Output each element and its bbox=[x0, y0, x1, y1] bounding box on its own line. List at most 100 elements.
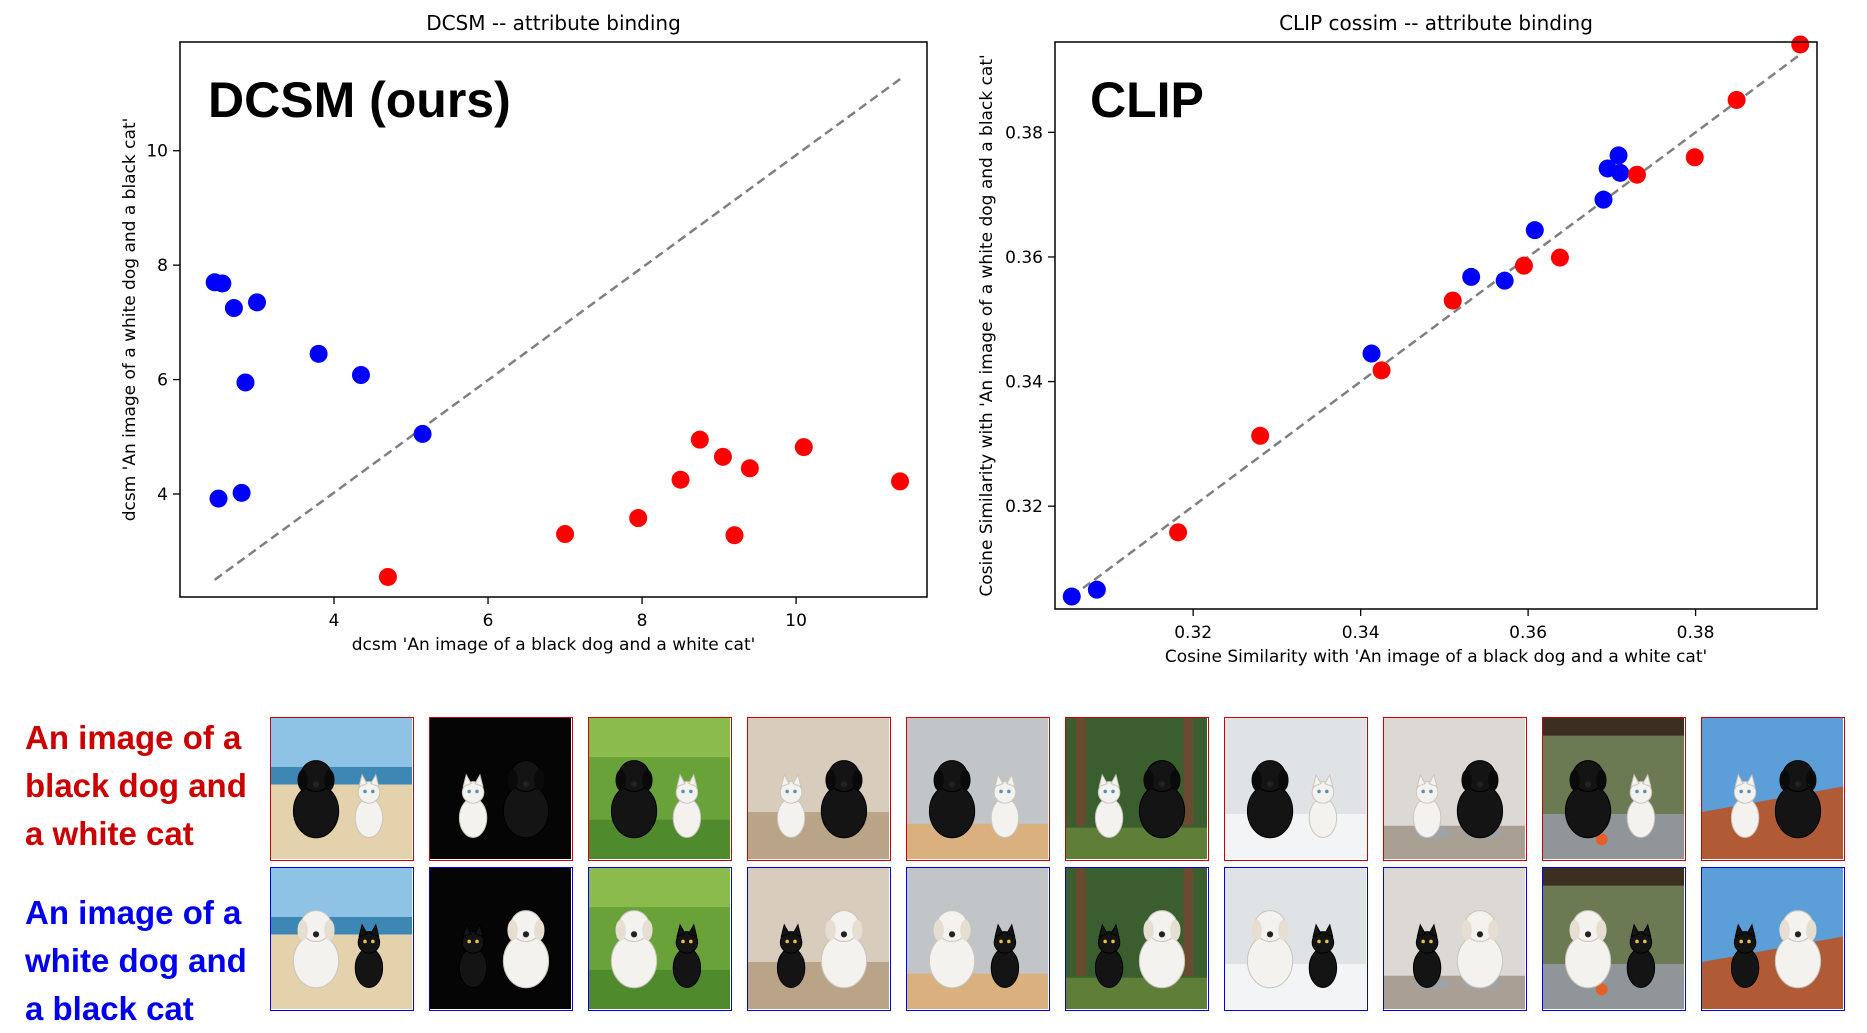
red-data-point bbox=[891, 472, 910, 491]
y-tick-label: 8 bbox=[157, 256, 168, 276]
red-data-point bbox=[556, 525, 575, 544]
blue-data-point bbox=[209, 489, 228, 508]
caption-line: An image of a bbox=[25, 719, 242, 756]
blue-data-point bbox=[224, 299, 243, 318]
x-tick-label: 10 bbox=[785, 611, 807, 631]
y-tick-label: 4 bbox=[157, 485, 168, 505]
y-tick-label: 10 bbox=[146, 142, 168, 162]
generated-image bbox=[589, 868, 730, 1009]
chart-title: CLIP cossim -- attribute binding bbox=[1279, 11, 1593, 35]
blue-data-point bbox=[1495, 271, 1514, 290]
blue-data-point bbox=[413, 424, 432, 443]
blue-data-point bbox=[213, 274, 232, 293]
diagonal-line bbox=[213, 75, 905, 581]
blue-data-point bbox=[1594, 190, 1613, 209]
x-axis-label: Cosine Similarity with 'An image of a bl… bbox=[1165, 647, 1707, 667]
red-data-point bbox=[740, 459, 759, 478]
thumbnail-cage-blue bbox=[1542, 867, 1686, 1011]
caption-line: white dog and bbox=[25, 942, 247, 979]
blue-data-point bbox=[1609, 146, 1628, 165]
y-tick-label: 0.38 bbox=[1005, 123, 1043, 143]
generated-image bbox=[748, 868, 889, 1009]
generated-image bbox=[748, 718, 889, 859]
red-data-point bbox=[378, 567, 397, 586]
caption-line: black dog and bbox=[25, 767, 247, 804]
red-data-point bbox=[1791, 35, 1810, 54]
x-tick-label: 6 bbox=[483, 611, 494, 631]
scatter-plot: CLIP cossim -- attribute binding 0.32 0.34… bbox=[977, 11, 1818, 667]
scatter-plot: DCSM -- attribute binding 4 6 8 10 4 6 8 10 dcsm … bbox=[120, 11, 928, 655]
red-data-point bbox=[690, 430, 709, 449]
x-tick-label: 0.32 bbox=[1174, 623, 1212, 643]
blue-data-point bbox=[351, 366, 370, 384]
caption-line: An image of a bbox=[25, 894, 242, 931]
generated-image bbox=[271, 868, 412, 1009]
thumbnail-grass-red bbox=[588, 717, 732, 861]
thumbnail-studio-red bbox=[429, 717, 573, 861]
generated-image bbox=[1066, 868, 1207, 1009]
generated-image bbox=[1066, 718, 1207, 859]
thumbnail-sofa-red bbox=[747, 717, 891, 861]
red-data-point bbox=[1443, 291, 1462, 310]
generated-image bbox=[907, 718, 1048, 859]
y-tick-label: 6 bbox=[157, 371, 168, 391]
red-data-point bbox=[794, 438, 813, 457]
thumbnail-bowls-red bbox=[1383, 717, 1527, 861]
plot-frame bbox=[1054, 41, 1818, 610]
thumbnail-snow-red bbox=[1224, 717, 1368, 861]
red-data-point bbox=[629, 509, 648, 528]
blue-data-point bbox=[1462, 267, 1481, 286]
red-data-point bbox=[1550, 248, 1569, 267]
blue-data-point bbox=[1611, 163, 1630, 182]
blue-data-point bbox=[1525, 221, 1544, 240]
red-data-point bbox=[725, 526, 744, 545]
red-data-point bbox=[1627, 165, 1646, 184]
caption-line: a white cat bbox=[25, 815, 194, 852]
plot-annotation: CLIP bbox=[1090, 72, 1204, 128]
y-axis-label: Cosine Similarity with 'An image of a wh… bbox=[977, 54, 997, 596]
generated-image bbox=[1225, 718, 1366, 859]
generated-image bbox=[1543, 868, 1684, 1009]
generated-image bbox=[589, 718, 730, 859]
generated-image bbox=[1384, 718, 1525, 859]
y-tick-label: 0.34 bbox=[1005, 373, 1043, 393]
y-tick-label: 0.32 bbox=[1005, 497, 1043, 517]
thumbnail-snow-blue bbox=[1224, 867, 1368, 1011]
chart-title: DCSM -- attribute binding bbox=[426, 11, 681, 35]
blue-data-point bbox=[1062, 587, 1081, 606]
thumbnail-forest-red bbox=[1065, 717, 1209, 861]
generated-image bbox=[907, 868, 1048, 1009]
diagonal-line bbox=[1071, 53, 1801, 598]
x-tick-label: 0.38 bbox=[1677, 623, 1715, 643]
blue-data-point bbox=[236, 373, 255, 392]
y-axis-label: dcsm 'An image of a white dog and a blac… bbox=[120, 118, 140, 522]
red-data-point bbox=[713, 447, 732, 466]
thumbnail-beach-red bbox=[270, 717, 414, 861]
generated-image bbox=[1384, 868, 1525, 1009]
generated-image bbox=[430, 868, 571, 1009]
thumbnail-forest-blue bbox=[1065, 867, 1209, 1011]
charts-area: DCSM -- attribute binding 4 6 8 10 4 6 8 10 dcsm … bbox=[120, 11, 1818, 667]
thumbnail-roof-red bbox=[1701, 717, 1845, 861]
red-data-point bbox=[1169, 523, 1188, 542]
x-axis-label: dcsm 'An image of a black dog and a whit… bbox=[352, 635, 756, 655]
blue-data-point bbox=[1362, 344, 1381, 363]
caption-black-dog-white-cat: An image of a black dog and a white cat bbox=[25, 714, 275, 858]
x-tick-label: 4 bbox=[329, 611, 340, 631]
generated-image bbox=[1225, 868, 1366, 1009]
generated-image bbox=[1702, 718, 1843, 859]
thumbnail-beach-blue bbox=[270, 867, 414, 1011]
x-tick-label: 0.36 bbox=[1509, 623, 1547, 643]
thumbnail-table-blue bbox=[906, 867, 1050, 1011]
thumbnail-roof-blue bbox=[1701, 867, 1845, 1011]
thumbnail-table-red bbox=[906, 717, 1050, 861]
plot-annotation: DCSM (ours) bbox=[208, 72, 511, 128]
blue-data-point bbox=[309, 344, 328, 363]
caption-line: a black cat bbox=[25, 990, 194, 1027]
red-data-point bbox=[1727, 90, 1746, 109]
red-data-point bbox=[1372, 361, 1391, 380]
red-data-point bbox=[1685, 148, 1704, 167]
y-tick-label: 0.36 bbox=[1005, 248, 1043, 268]
red-data-point bbox=[1251, 426, 1270, 445]
blue-data-point bbox=[248, 293, 267, 312]
